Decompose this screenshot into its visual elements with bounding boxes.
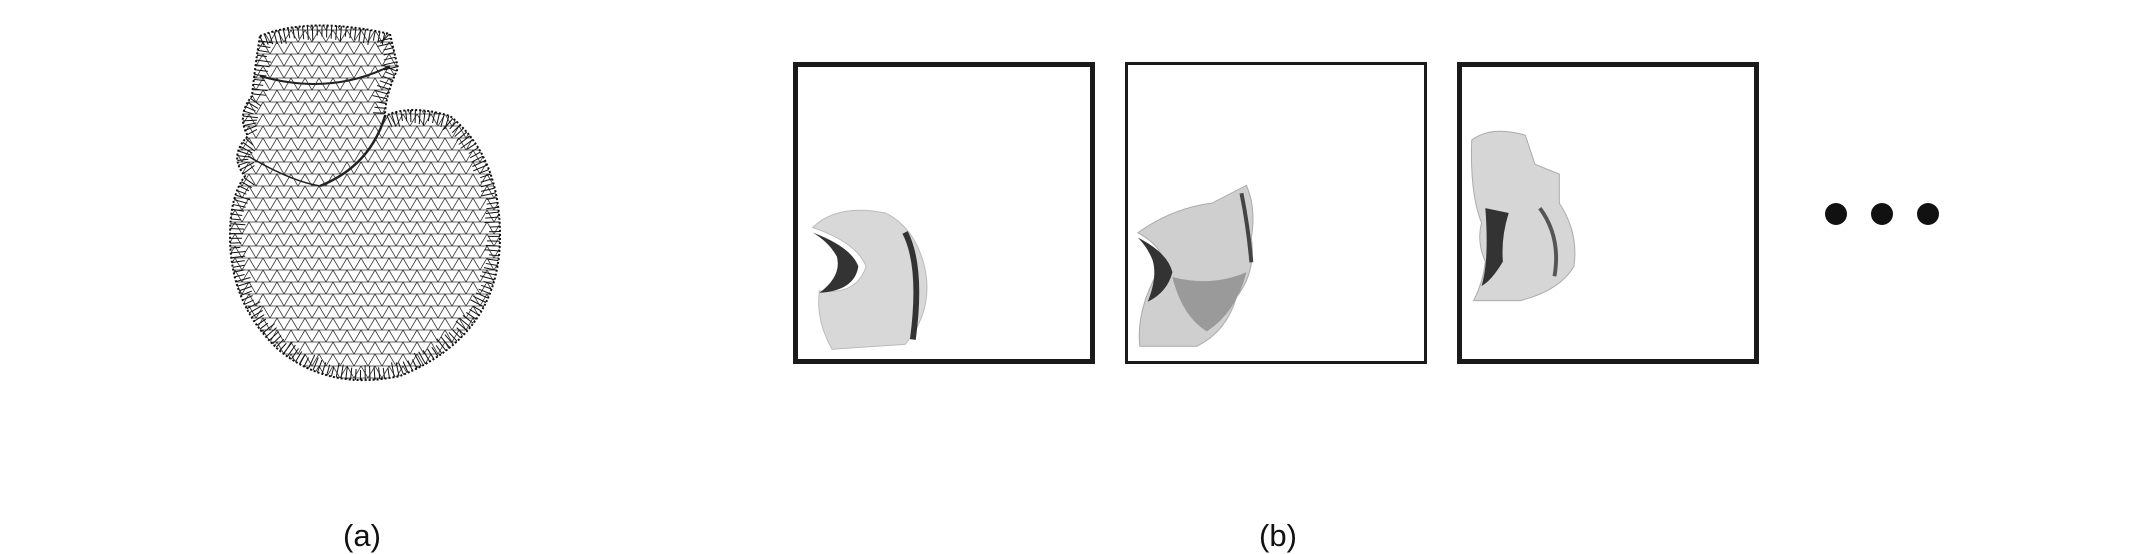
figure: (a) (b): [0, 0, 2150, 445]
mesh-surface: [200, 6, 580, 396]
frame-2-shape: [1128, 65, 1424, 361]
normal-vector: [355, 369, 356, 380]
normal-vector: [230, 229, 244, 230]
image-frame-2: [1125, 62, 1427, 364]
ellipsis-dot: [1871, 203, 1893, 225]
wireframe-mesh-figure: [200, 6, 580, 396]
continuation-ellipsis: [1822, 198, 1942, 230]
caption-b: (b): [1259, 518, 1297, 554]
normal-vector: [312, 26, 313, 41]
normal-vector: [230, 247, 240, 248]
ellipsis-dot: [1917, 203, 1939, 225]
frame-3-shape: [1462, 67, 1754, 359]
image-frame-3: [1457, 62, 1759, 364]
normal-vector: [370, 366, 371, 380]
normal-vector: [331, 26, 332, 39]
ellipsis-dot: [1825, 203, 1847, 225]
caption-a: (a): [343, 518, 381, 554]
frame-1-shape: [798, 67, 1090, 359]
image-frame-1: [793, 62, 1095, 364]
